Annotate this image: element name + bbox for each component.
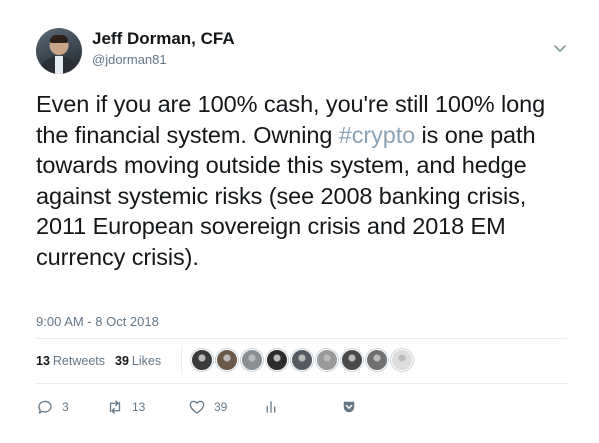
avatar-hair [50, 35, 68, 43]
retweets-label: Retweets [52, 354, 106, 368]
liker-avatar-8[interactable] [366, 349, 388, 371]
reply-button[interactable]: 3 [36, 398, 69, 416]
share-button[interactable] [340, 398, 358, 416]
divider-bottom [36, 383, 567, 384]
retweet-count: 13 [132, 400, 146, 414]
analytics-icon [266, 401, 276, 413]
share-icon [343, 401, 355, 413]
reply-icon [38, 400, 52, 414]
author-name[interactable]: Jeff Dorman, CFA [92, 29, 235, 48]
likes-stat[interactable]: 39 Likes [115, 354, 161, 368]
tweet-text: Even if you are 100% cash, you're still … [36, 89, 576, 272]
tweet-actions: 3 13 39 [36, 398, 567, 418]
retweets-stat[interactable]: 13 Retweets [36, 354, 105, 368]
liker-avatar-9[interactable] [391, 349, 413, 371]
chevron-down-icon[interactable] [553, 41, 567, 55]
divider-top [36, 338, 567, 339]
liker-avatar-5[interactable] [291, 349, 313, 371]
liker-avatar-4[interactable] [266, 349, 288, 371]
avatar-shirt [55, 56, 63, 74]
author-avatar[interactable] [36, 28, 82, 74]
retweet-icon [109, 400, 121, 414]
tweet-text-part-1: Even if you are 100% cash, you're still … [36, 91, 546, 148]
author-handle[interactable]: @jdorman81 [92, 52, 167, 67]
liker-avatar-7[interactable] [341, 349, 363, 371]
stats-separator [181, 346, 182, 374]
liker-avatar-2[interactable] [216, 349, 238, 371]
liker-avatars [191, 349, 416, 371]
retweets-count: 13 [36, 354, 50, 368]
like-button[interactable]: 39 [188, 398, 227, 416]
heart-icon [189, 400, 205, 414]
reply-count: 3 [62, 400, 69, 414]
liker-avatar-3[interactable] [241, 349, 263, 371]
likes-label: Likes [131, 354, 162, 368]
tweet-timestamp[interactable]: 9:00 AM - 8 Oct 2018 [36, 314, 159, 329]
tweet-stats: 13 Retweets 39 Likes [36, 354, 161, 368]
analytics-button[interactable] [262, 398, 280, 416]
liker-avatar-1[interactable] [191, 349, 213, 371]
hashtag-link[interactable]: #crypto [338, 121, 416, 148]
liker-avatar-6[interactable] [316, 349, 338, 371]
retweet-button[interactable]: 13 [106, 398, 145, 416]
likes-count: 39 [115, 354, 129, 368]
like-count: 39 [214, 400, 228, 414]
tweet-text-part-2: is one path towards moving outside this … [36, 121, 536, 270]
